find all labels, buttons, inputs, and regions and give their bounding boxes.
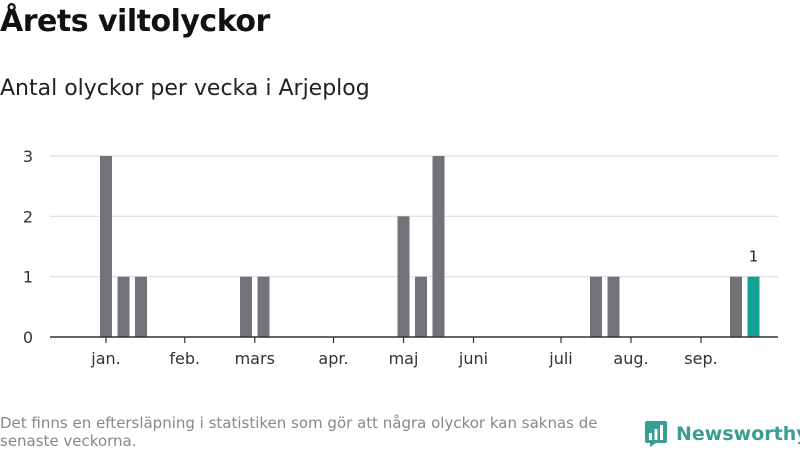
brand-label: Newsworthy — [676, 423, 800, 445]
x-tick-label: juni — [458, 349, 488, 368]
bar — [432, 156, 445, 337]
x-tick-label: apr. — [318, 349, 348, 368]
footnote: Det finns en eftersläpning i statistiken… — [0, 414, 598, 450]
bar — [257, 276, 270, 337]
bar — [117, 276, 130, 337]
x-tick-label: jan. — [90, 349, 120, 368]
x-tick-label: sep. — [684, 349, 717, 368]
bar — [730, 276, 742, 337]
chart-subtitle: Antal olyckor per vecka i Arjeplog — [0, 76, 370, 101]
brand[interactable]: Newsworthy — [644, 420, 800, 448]
x-tick-label: mars — [235, 349, 275, 368]
y-tick-label: 3 — [23, 147, 33, 166]
x-tick-label: feb. — [169, 349, 200, 368]
chart-title: Årets viltolyckor — [0, 4, 270, 39]
bar — [240, 276, 252, 337]
bar — [100, 156, 112, 337]
bar — [415, 276, 427, 337]
x-tick-label: maj — [389, 349, 419, 368]
x-tick-label: aug. — [613, 349, 648, 368]
y-tick-label: 0 — [23, 328, 33, 347]
bar — [590, 276, 602, 337]
bar — [135, 276, 147, 337]
x-tick-label: juli — [548, 349, 572, 368]
bar-chart: 0 1 2 3 1 jan. feb. mars apr. maj juni juli aug. sep. — [23, 147, 778, 368]
bar-data-label: 1 — [749, 248, 759, 266]
newsworthy-logo-icon — [645, 421, 667, 447]
y-tick-label: 1 — [23, 268, 33, 287]
bar-highlight — [747, 276, 760, 337]
bar — [397, 216, 410, 337]
y-tick-label: 2 — [23, 207, 33, 226]
bar — [607, 276, 620, 337]
